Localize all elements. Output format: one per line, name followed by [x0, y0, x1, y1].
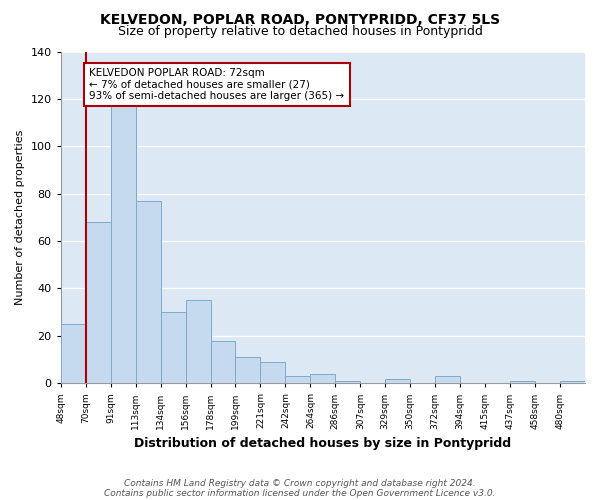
Bar — [211, 340, 235, 384]
Bar — [510, 381, 535, 384]
X-axis label: Distribution of detached houses by size in Pontypridd: Distribution of detached houses by size … — [134, 437, 511, 450]
Bar — [260, 362, 286, 384]
Bar — [136, 201, 161, 384]
Bar — [560, 381, 585, 384]
Bar — [310, 374, 335, 384]
Bar — [286, 376, 310, 384]
Y-axis label: Number of detached properties: Number of detached properties — [15, 130, 25, 305]
Text: Contains HM Land Registry data © Crown copyright and database right 2024.: Contains HM Land Registry data © Crown c… — [124, 478, 476, 488]
Text: KELVEDON, POPLAR ROAD, PONTYPRIDD, CF37 5LS: KELVEDON, POPLAR ROAD, PONTYPRIDD, CF37 … — [100, 12, 500, 26]
Text: KELVEDON POPLAR ROAD: 72sqm
← 7% of detached houses are smaller (27)
93% of semi: KELVEDON POPLAR ROAD: 72sqm ← 7% of deta… — [89, 68, 344, 102]
Text: Contains public sector information licensed under the Open Government Licence v3: Contains public sector information licen… — [104, 488, 496, 498]
Bar — [110, 104, 136, 384]
Bar — [86, 222, 110, 384]
Bar — [161, 312, 185, 384]
Bar — [435, 376, 460, 384]
Bar — [61, 324, 86, 384]
Bar — [235, 357, 260, 384]
Bar — [185, 300, 211, 384]
Bar — [385, 378, 410, 384]
Bar — [335, 381, 361, 384]
Text: Size of property relative to detached houses in Pontypridd: Size of property relative to detached ho… — [118, 25, 482, 38]
